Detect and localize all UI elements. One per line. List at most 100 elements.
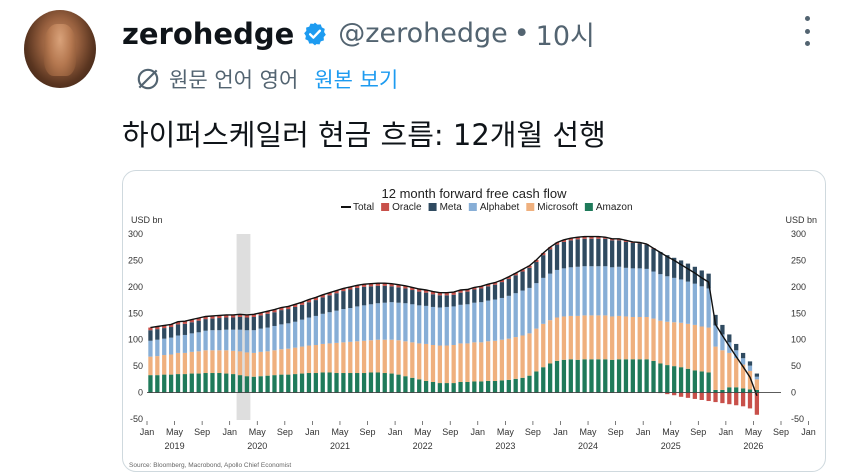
bar-segment-oracle <box>203 316 208 320</box>
bar-segment-meta <box>568 240 573 268</box>
bar-segment-alphabet <box>368 304 374 341</box>
more-options-icon[interactable] <box>800 16 814 46</box>
bar-segment-meta <box>348 289 353 308</box>
bar-segment-microsoft <box>596 315 601 360</box>
bar-segment-amazon <box>403 376 408 393</box>
y-tick-label-right: 250 <box>791 255 806 265</box>
bar-segment-amazon <box>699 371 704 393</box>
bar-segment-amazon <box>678 367 684 393</box>
bar-segment-alphabet <box>637 268 642 317</box>
y-tick-label-left: -50 <box>130 414 143 424</box>
author-name[interactable]: zerohedge <box>122 16 295 51</box>
bar-segment-microsoft <box>506 338 511 380</box>
bar-segment-meta <box>513 275 518 294</box>
bar-segment-microsoft <box>603 315 608 360</box>
bar-segment-alphabet <box>506 295 511 339</box>
bar-segment-oracle <box>265 311 270 314</box>
bar-segment-oracle <box>306 299 312 303</box>
bar-segment-amazon <box>692 370 697 393</box>
avatar[interactable] <box>24 10 96 88</box>
separator-dot: • <box>513 18 530 49</box>
tweet-time[interactable]: 10시 <box>535 21 595 52</box>
bar-segment-oracle <box>313 297 318 301</box>
tweet-image[interactable]: 12 month forward free cash flow Total Ora… <box>122 170 826 472</box>
x-tick-label: Jan <box>305 427 320 437</box>
bar-segment-alphabet <box>437 307 443 346</box>
bar-segment-amazon <box>492 380 498 393</box>
bar-segment-meta <box>706 273 711 289</box>
bar-segment-alphabet <box>582 266 587 316</box>
bar-segment-meta <box>423 292 429 306</box>
bar-segment-alphabet <box>299 319 305 347</box>
bar-segment-alphabet <box>423 305 429 344</box>
bar-segment-oracle <box>603 237 608 239</box>
bar-segment-alphabet <box>596 266 601 316</box>
bar-segment-amazon <box>417 379 422 393</box>
bar-segment-meta <box>444 295 449 307</box>
bar-segment-amazon <box>485 380 491 393</box>
bar-segment-oracle <box>217 315 222 319</box>
x-year-label: 2021 <box>330 441 350 451</box>
bar-segment-oracle <box>237 314 243 317</box>
bar-segment-oracle <box>548 247 553 250</box>
bar-segment-amazon <box>217 373 222 393</box>
bar-segment-microsoft <box>182 352 188 375</box>
legend-swatch-microsoft <box>526 203 535 211</box>
bar-segment-meta <box>368 286 374 305</box>
bar-segment-oracle <box>175 321 181 325</box>
chart-title: 12 month forward free cash flow <box>382 186 568 201</box>
bar-segment-microsoft <box>168 354 174 375</box>
bar-segment-meta <box>320 297 325 314</box>
tweet-text: 하이퍼스케일러 현금 흐름: 12개월 선행 <box>122 118 606 152</box>
bar-segment-microsoft <box>361 340 367 374</box>
bar-segment-amazon <box>327 372 332 393</box>
bar-segment-alphabet <box>706 288 711 328</box>
bar-segment-oracle <box>499 279 505 283</box>
bar-segment-oracle <box>299 302 305 305</box>
x-year-label: 2020 <box>247 441 267 451</box>
bar-segment-amazon <box>313 373 318 393</box>
bar-segment-meta <box>637 243 642 269</box>
bar-segment-oracle <box>279 307 284 311</box>
bar-segment-amazon <box>596 359 601 393</box>
bar-segment-oracle <box>341 288 346 292</box>
bar-segment-oracle <box>348 286 353 290</box>
bar-segment-oracle <box>672 392 677 396</box>
y-tick-label-left: 0 <box>138 388 143 398</box>
bar-segment-oracle <box>568 238 573 241</box>
bar-segment-alphabet <box>458 304 463 344</box>
bar-segment-amazon <box>603 359 608 393</box>
x-tick-label: May <box>249 427 267 437</box>
bar-segment-microsoft <box>410 342 415 378</box>
bar-segment-microsoft <box>451 345 456 384</box>
tweet-header: zerohedge @zerohedge • 10시 <box>122 14 595 53</box>
bar-segment-oracle <box>272 309 277 313</box>
series-total-line <box>150 235 758 396</box>
bar-segment-amazon <box>513 378 518 393</box>
bar-segment-alphabet <box>713 325 718 347</box>
show-original-link[interactable]: 원본 보기 <box>314 68 399 92</box>
bar-segment-microsoft <box>348 341 353 374</box>
bar-segment-alphabet <box>568 267 573 316</box>
bar-segment-alphabet <box>651 271 656 319</box>
bar-segment-alphabet <box>224 329 229 351</box>
bar-segment-amazon <box>644 359 649 393</box>
bar-segment-alphabet <box>279 324 284 350</box>
x-year-label: 2019 <box>165 441 185 451</box>
bar-segment-alphabet <box>341 309 346 343</box>
bar-segment-alphabet <box>375 303 380 340</box>
bar-segment-alphabet <box>189 333 194 352</box>
x-tick-label: Jan <box>719 427 734 437</box>
author-handle[interactable]: @zerohedge <box>338 18 508 49</box>
bar-segment-amazon <box>231 374 236 393</box>
bar-segment-alphabet <box>672 277 677 323</box>
bar-segment-amazon <box>651 360 656 393</box>
bar-segment-microsoft <box>499 339 505 381</box>
legend-label-total: Total <box>353 202 374 213</box>
bar-segment-oracle <box>534 259 539 263</box>
bar-segment-meta <box>189 322 194 334</box>
bar-segment-oracle <box>465 289 470 292</box>
x-tick-label: May <box>331 427 349 437</box>
bar-segment-amazon <box>451 383 456 393</box>
bar-segment-alphabet <box>534 283 539 329</box>
